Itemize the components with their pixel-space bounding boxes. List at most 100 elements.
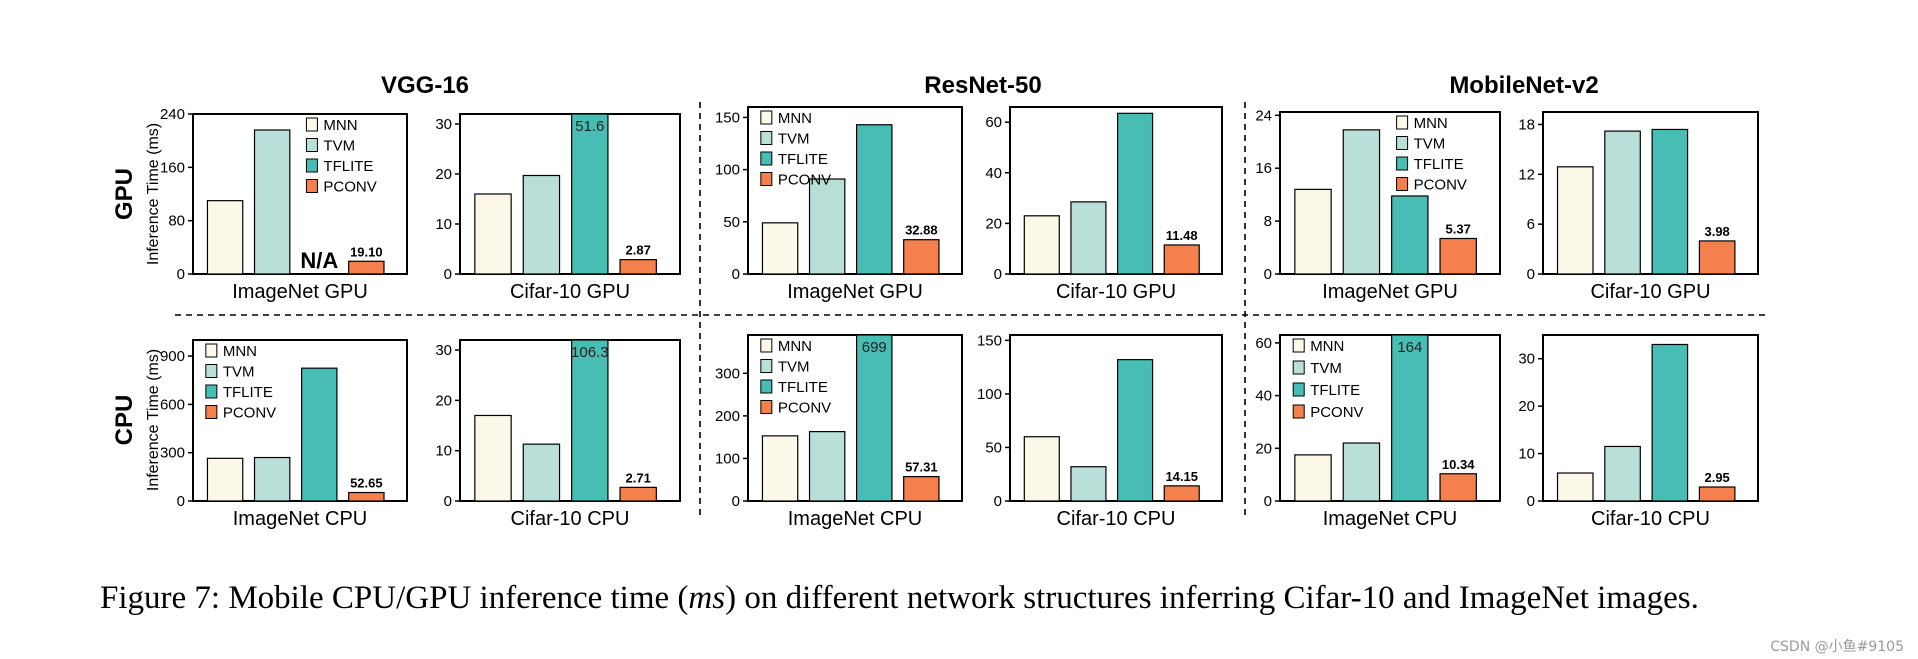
bar-mnn	[761, 222, 799, 275]
bar-pconv	[1698, 486, 1736, 502]
row-label-cpu: CPU	[111, 395, 138, 446]
y-tick-label: 0	[994, 266, 1002, 283]
y-tick-label: 20	[985, 215, 1002, 232]
y-tick-label: 50	[985, 439, 1002, 456]
legend-swatch-pconv	[305, 179, 318, 193]
legend-label-pconv: PCONV	[323, 179, 376, 196]
bar-mnn	[474, 414, 512, 502]
legend-label-tvm: TVM	[778, 131, 810, 148]
y-tick-label: 30	[1518, 351, 1535, 368]
legend-swatch-pconv	[760, 400, 773, 414]
legend-label-tvm: TVM	[1310, 360, 1342, 377]
bar-tflite	[1391, 334, 1429, 502]
data-label: 699	[862, 339, 887, 356]
bar-tflite	[856, 124, 893, 275]
bar-tvm	[1604, 445, 1641, 502]
bar-tflite	[1116, 359, 1154, 502]
y-tick-label: 18	[1518, 116, 1535, 133]
legend-label-pconv: PCONV	[1414, 177, 1467, 194]
legend-label-tflite: TFLITE	[1310, 382, 1360, 399]
legend-label-tflite: TFLITE	[223, 384, 273, 401]
legend-label-mnn: MNN	[778, 338, 812, 355]
legend-swatch-tflite	[760, 379, 773, 394]
legend-label-pconv: PCONV	[778, 400, 831, 417]
y-tick-label: 600	[160, 396, 185, 413]
bar-mnn	[474, 193, 512, 275]
bar-pconv	[903, 476, 940, 502]
y-tick-label: 80	[168, 213, 185, 230]
bar-mnn	[1294, 454, 1332, 502]
y-tick-label: 60	[985, 114, 1002, 131]
bar-tvm	[1342, 129, 1381, 275]
bar-mnn	[761, 435, 799, 502]
legend-swatch-mnn	[1396, 115, 1409, 130]
caption-unit: ms	[688, 580, 726, 616]
legend-swatch-mnn	[1292, 338, 1305, 353]
bar-tvm	[253, 456, 291, 502]
panel-frame	[1009, 106, 1223, 275]
y-axis-label: Inference Time (ms)	[145, 349, 162, 491]
y-tick-label: 300	[715, 365, 740, 382]
y-tick-label: 10	[1518, 446, 1535, 463]
bar-pconv	[1439, 237, 1477, 275]
bar-mnn	[206, 200, 244, 275]
bar-tflite	[571, 339, 609, 502]
y-tick-label: 240	[160, 106, 185, 123]
legend-swatch-pconv	[760, 172, 773, 186]
y-tick-label: 50	[723, 214, 740, 231]
bar-pconv	[348, 491, 385, 502]
x-axis-label: ImageNet GPU	[1322, 281, 1458, 303]
bar-pconv	[619, 486, 657, 502]
x-axis-label: ImageNet CPU	[233, 508, 368, 530]
bar-tvm	[1604, 130, 1641, 275]
y-tick-label: 150	[977, 332, 1002, 349]
panel-frame	[459, 113, 681, 275]
data-label: 2.87	[626, 243, 651, 258]
y-tick-label: 0	[732, 266, 740, 283]
bar-tvm	[1070, 466, 1107, 502]
bar-tflite	[1651, 128, 1689, 275]
y-tick-label: 60	[1255, 335, 1272, 352]
y-tick-label: 0	[732, 493, 740, 510]
legend-label-tvm: TVM	[778, 359, 810, 376]
data-label: 57.31	[905, 460, 938, 475]
legend-swatch-mnn	[760, 338, 773, 353]
y-tick-label: 40	[1255, 388, 1272, 405]
data-label: 3.98	[1704, 224, 1729, 239]
bar-pconv	[348, 260, 385, 275]
legend-swatch-tvm	[205, 364, 218, 378]
legend-swatch-pconv	[205, 405, 218, 419]
y-tick-label: 16	[1255, 160, 1272, 177]
bar-tvm	[1070, 201, 1107, 275]
bar-pconv	[1698, 240, 1736, 275]
bar-tvm	[1342, 442, 1381, 502]
legend-label-tflite: TFLITE	[778, 379, 828, 396]
legend-swatch-tflite	[760, 151, 773, 166]
y-tick-label: 0	[177, 493, 185, 510]
legend-swatch-pconv	[1292, 404, 1305, 419]
legend-swatch-tflite	[205, 384, 218, 399]
bar-mnn	[1023, 436, 1060, 502]
model-title: ResNet-50	[924, 72, 1041, 99]
x-axis-label: ImageNet GPU	[232, 281, 368, 303]
caption-prefix: Figure 7: Mobile CPU/GPU inference time …	[100, 580, 689, 616]
data-label: 106.3	[571, 344, 609, 361]
data-label: 11.48	[1166, 228, 1198, 243]
y-tick-label: 20	[435, 166, 452, 183]
legend-label-pconv: PCONV	[1310, 404, 1363, 421]
legend-swatch-tflite	[305, 158, 318, 173]
x-axis-label: ImageNet GPU	[787, 281, 923, 303]
bar-pconv	[1163, 244, 1200, 275]
y-tick-label: 10	[435, 443, 452, 460]
y-tick-label: 8	[1264, 213, 1272, 230]
legend-label-mnn: MNN	[223, 343, 257, 360]
y-tick-label: 150	[715, 109, 740, 126]
y-tick-label: 20	[1518, 398, 1535, 415]
data-label: 19.10	[350, 244, 383, 259]
bar-tflite	[1116, 112, 1154, 275]
y-tick-label: 200	[715, 408, 740, 425]
y-tick-label: 10	[435, 216, 452, 233]
data-label: 14.15	[1165, 469, 1198, 484]
y-tick-label: 30	[435, 342, 452, 359]
y-tick-label: 0	[1264, 493, 1272, 510]
